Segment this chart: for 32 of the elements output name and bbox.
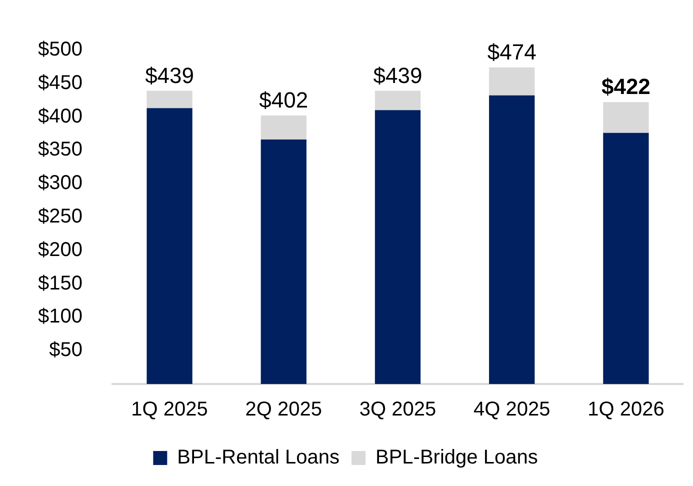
y-tick-label: $250 [38,206,82,228]
y-tick-label: $50 [49,339,82,362]
bar [603,102,649,133]
total-label: $439 [145,62,194,88]
bar [146,90,192,108]
y-tick-label: $350 [38,138,82,161]
y-tick-label: $450 [38,72,82,94]
legend-label: BPL-Rental Loans [177,446,340,469]
bar [260,115,306,140]
bar [374,110,421,384]
total-label: $422 [601,74,650,100]
total-label: $402 [259,88,308,113]
y-tick-label: $400 [38,105,82,128]
x-tick-label: 1Q 2025 [131,398,208,421]
legend-label: BPL-Bridge Loans [376,446,538,469]
total-label: $474 [487,39,536,64]
x-tick-label: 3Q 2025 [359,398,436,421]
bar [146,108,192,384]
bar [489,95,535,384]
y-tick-label: $300 [38,172,82,194]
x-tick-label: 4Q 2025 [473,398,550,421]
bar [603,132,649,384]
bar [374,90,421,110]
bar [489,67,535,96]
x-tick-label: 1Q 2026 [588,398,664,421]
y-tick-label: $200 [38,238,82,261]
y-tick-label: $500 [38,38,82,61]
x-tick-label: 2Q 2025 [245,398,322,421]
y-tick-label: $150 [38,272,82,294]
y-tick-label: $100 [38,306,82,328]
bar [260,140,306,384]
total-label: $439 [373,62,422,88]
